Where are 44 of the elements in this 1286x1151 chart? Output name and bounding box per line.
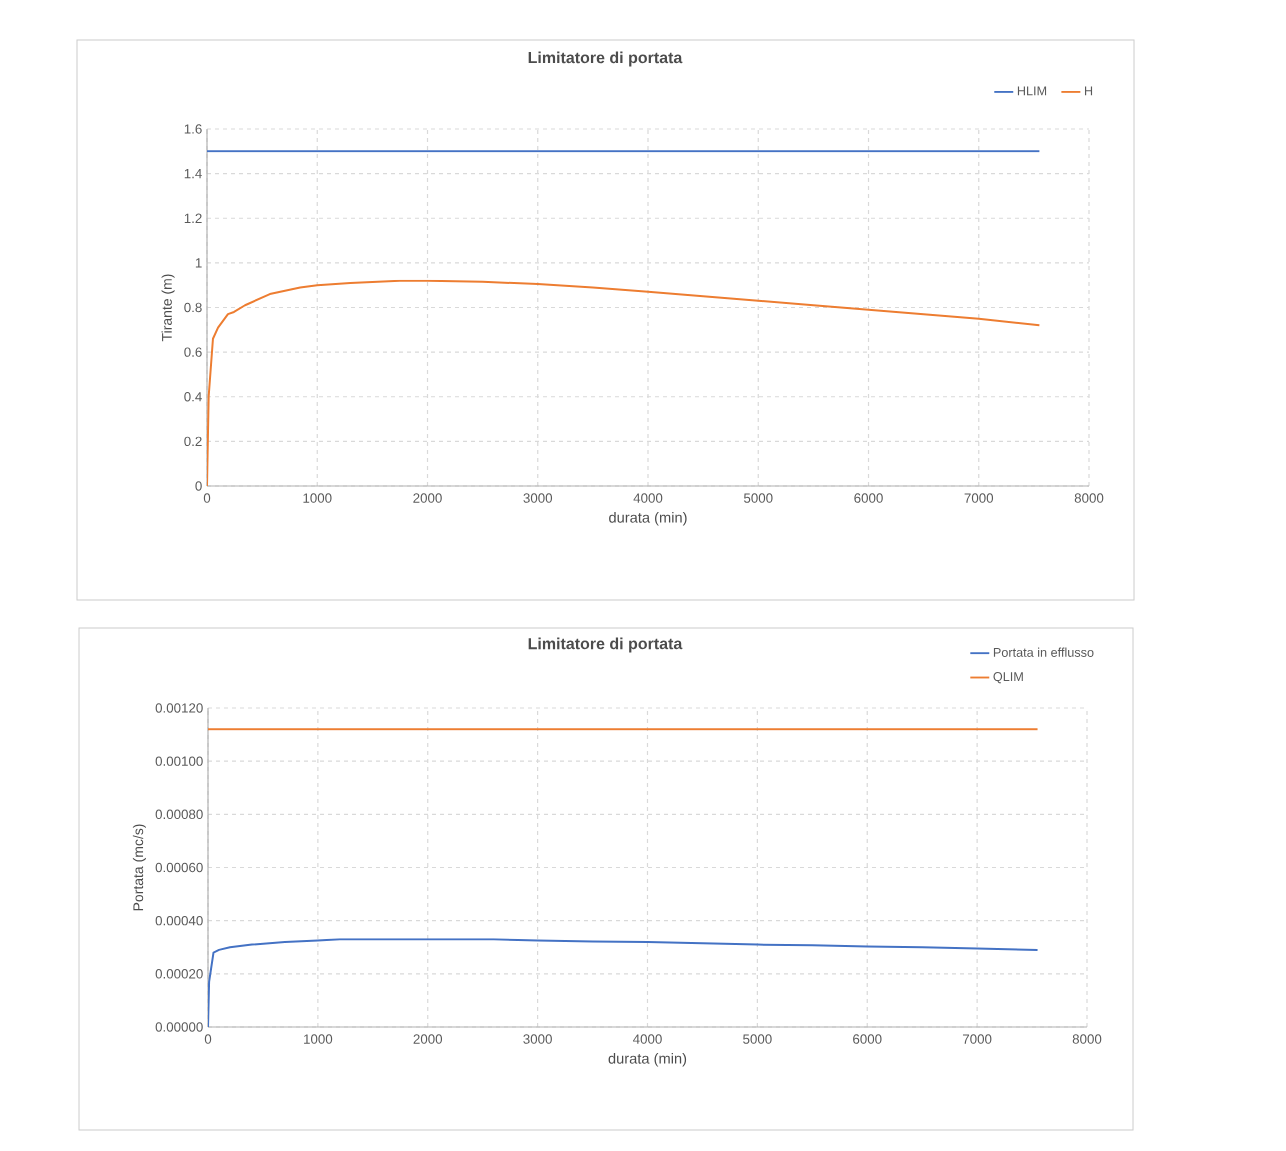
y-axis-title: Tirante (m) [161,274,175,342]
x-tick-label: 4000 [633,493,663,503]
x-tick-label: 2000 [413,1034,443,1044]
y-tick-label: 0.00060 [155,862,203,873]
legend-label: HLIM [1017,86,1047,96]
y-tick-label: 0.00080 [155,809,203,820]
y-tick-label: 0.00020 [155,969,203,979]
chart-title: Limitatore di portata [528,637,683,653]
x-tick-label: 1000 [303,493,332,503]
y-tick-label: 0.8 [184,302,202,313]
x-axis-title: durata (min) [608,1052,687,1067]
x-tick-label: 3000 [523,493,553,503]
y-tick-label: 0.6 [184,347,202,357]
y-tick-label: 0.2 [184,436,202,447]
y-tick-label: 1 [195,258,202,268]
x-tick-label: 0 [203,493,211,503]
x-tick-label: 6000 [854,493,883,503]
x-tick-label: 7000 [962,1034,992,1044]
legend-label: H [1084,86,1093,96]
x-tick-label: 5000 [743,493,773,503]
y-tick-label: 0.00100 [155,756,203,766]
chart-title: Limitatore di portata [528,51,683,67]
y-tick-label: 0 [195,481,202,491]
x-tick-label: 5000 [743,1034,772,1044]
x-tick-label: 8000 [1074,493,1104,503]
x-tick-label: 7000 [964,493,994,503]
x-tick-label: 1000 [304,1034,333,1044]
x-tick-label: 2000 [413,493,442,503]
y-tick-label: 0.00000 [155,1022,203,1032]
x-tick-label: 0 [204,1034,212,1044]
x-tick-label: 4000 [632,1034,662,1044]
y-tick-label: 1.4 [184,169,202,179]
y-tick-label: 0.00120 [155,703,203,713]
y-tick-label: 1.6 [184,124,202,134]
x-tick-label: 6000 [853,1034,882,1044]
legend-label: QLIM [993,672,1023,684]
legend-label: Portata in efflusso [993,647,1094,657]
y-tick-label: 0.00040 [155,915,203,926]
y-tick-label: 1.2 [184,213,202,223]
y-tick-label: 0.4 [184,392,202,402]
y-axis-title: Portata (mc/s) [132,824,146,911]
x-tick-label: 8000 [1072,1034,1102,1044]
x-tick-label: 3000 [523,1034,552,1044]
x-axis-title: durata (min) [609,511,687,526]
